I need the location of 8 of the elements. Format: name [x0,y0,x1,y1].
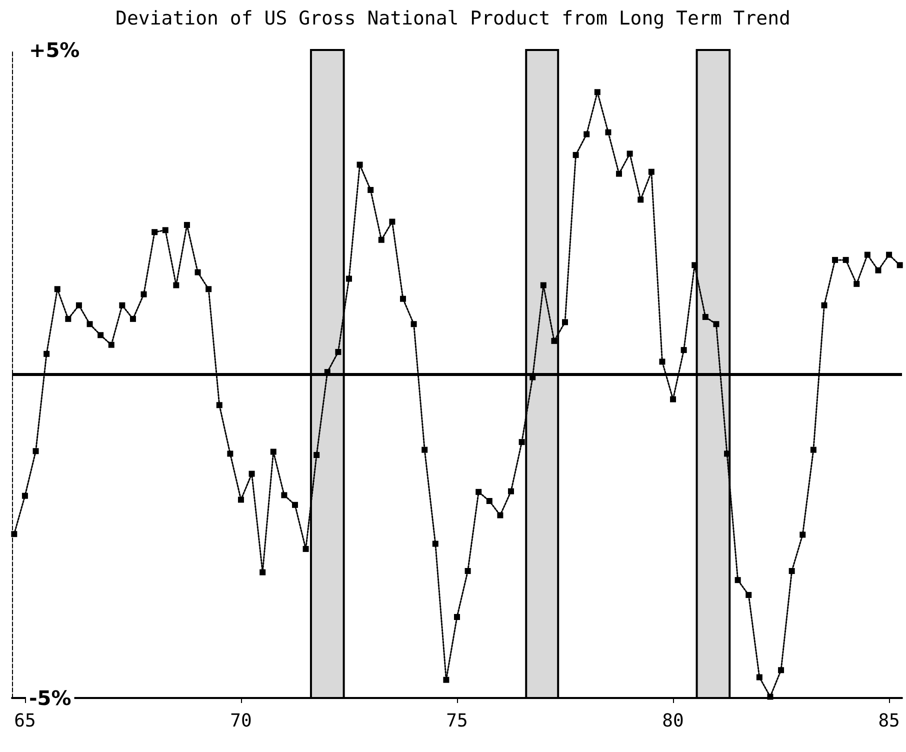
x-tick-label: 80 [662,710,684,732]
y-tick-label: +5% [29,38,80,62]
chart-title: Deviation of US Gross National Product from Long Term Trend [116,8,790,30]
x-tick-label: 65 [14,710,36,732]
x-tick-label: 75 [446,710,468,732]
x-tick-label: 70 [230,710,252,732]
x-tick-label: 85 [878,710,900,732]
y-tick-label: -5% [29,686,72,710]
